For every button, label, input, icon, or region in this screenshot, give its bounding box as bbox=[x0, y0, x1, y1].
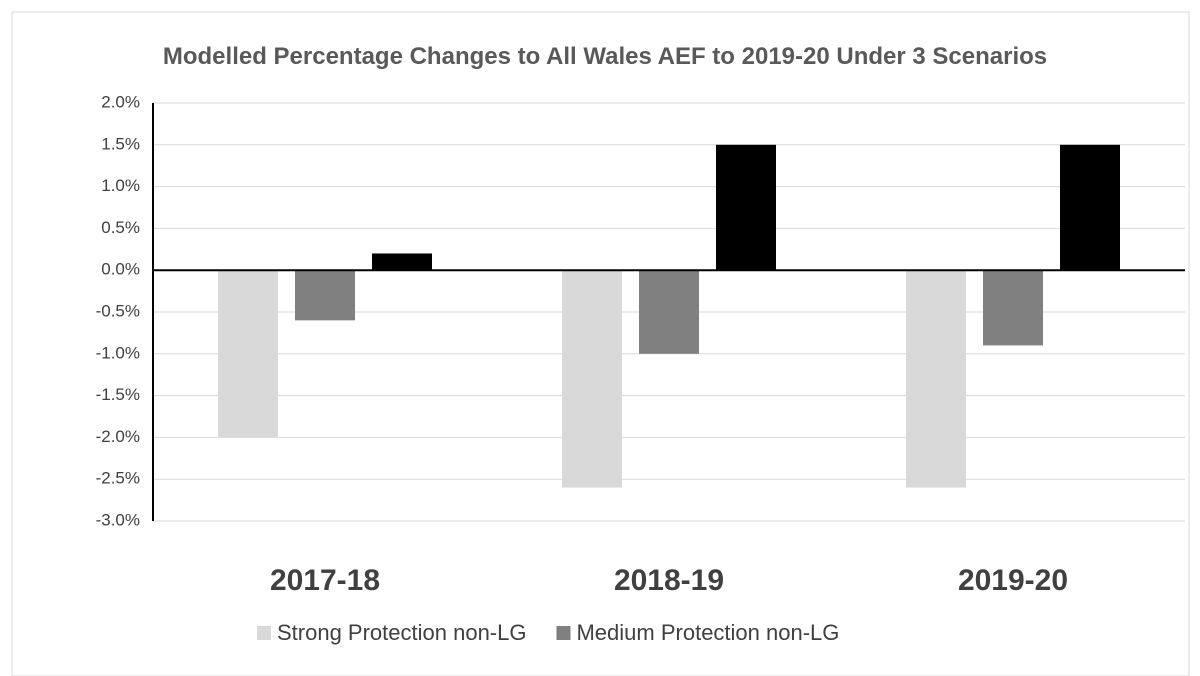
bar bbox=[295, 270, 355, 321]
y-tick-label: -3.0% bbox=[96, 510, 140, 529]
legend-label: Strong Protection non-LG bbox=[277, 620, 526, 645]
y-tick-label: -2.0% bbox=[96, 427, 140, 446]
y-tick-label: 2.0% bbox=[101, 92, 140, 111]
y-tick-label: 1.0% bbox=[101, 176, 140, 195]
y-tick-label: 1.5% bbox=[101, 134, 140, 153]
y-tick-label: -1.0% bbox=[96, 343, 140, 362]
x-tick-label: 2019-20 bbox=[958, 564, 1068, 597]
legend-label: Medium Protection non-LG bbox=[576, 620, 839, 645]
bar bbox=[983, 270, 1043, 346]
y-tick-label: 0.5% bbox=[101, 218, 140, 237]
y-tick-label: -2.5% bbox=[96, 469, 140, 488]
bar bbox=[372, 253, 432, 271]
bar bbox=[218, 270, 278, 438]
chart-title: Modelled Percentage Changes to All Wales… bbox=[162, 43, 1048, 70]
legend-swatch bbox=[556, 626, 571, 640]
legend-swatch bbox=[257, 626, 271, 640]
x-tick-label: 2017-18 bbox=[270, 564, 380, 597]
bar bbox=[639, 270, 699, 354]
bar bbox=[1060, 144, 1120, 271]
y-tick-label: -1.5% bbox=[96, 385, 140, 404]
y-tick-label: 0.0% bbox=[101, 260, 140, 279]
bar bbox=[716, 144, 776, 271]
chart-frame bbox=[11, 11, 1190, 676]
bar bbox=[562, 270, 622, 488]
y-tick-label: -0.5% bbox=[96, 301, 140, 320]
bar bbox=[906, 270, 966, 488]
x-tick-label: 2018-19 bbox=[614, 564, 724, 597]
